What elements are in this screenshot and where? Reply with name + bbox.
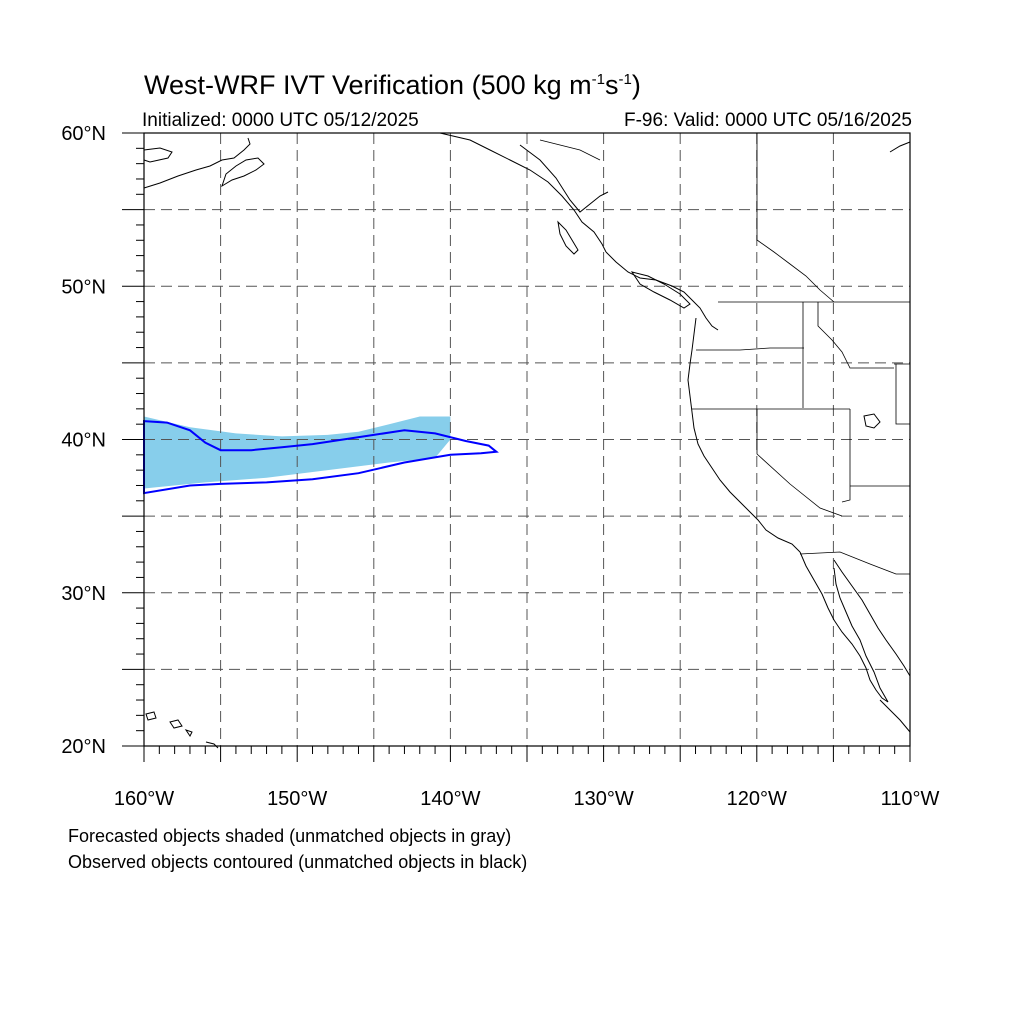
- coastline-bc: [605, 251, 719, 331]
- title-mid: s: [604, 70, 619, 100]
- initialized-label: Initialized: 0000 UTC 05/12/2025: [142, 110, 419, 131]
- political-borders: [539, 133, 911, 575]
- title-exponent-2: -1: [618, 71, 632, 88]
- coastline-hawaii: [145, 711, 219, 749]
- border-washington-oregon: [696, 347, 804, 351]
- observed-legend-note: Observed objects contoured (unmatched ob…: [68, 852, 528, 872]
- valid-time-label: F-96: Valid: 0000 UTC 05/16/2025: [624, 110, 912, 131]
- observed-object-layer: [143, 420, 499, 495]
- title-text: West-WRF IVT Verification (500 kg m: [144, 70, 592, 100]
- lon-label: 130°W: [573, 788, 633, 810]
- coastline-mexico-mainland: [833, 559, 911, 677]
- coastline-mexico-south: [879, 699, 911, 733]
- border-california-nevada: [756, 409, 843, 517]
- coastline-alaska-peninsula: [143, 137, 251, 189]
- border-alaska-canada: [539, 139, 601, 161]
- lon-label: 120°W: [727, 788, 787, 810]
- coastline-northeast-corner: [889, 141, 911, 153]
- lon-label: 160°W: [114, 788, 174, 810]
- coastline-se-alaska: [519, 144, 609, 213]
- border-nevada-utah: [841, 409, 851, 503]
- border-idaho-montana: [817, 302, 894, 369]
- coastline-great-salt-lake: [863, 413, 881, 429]
- coastline-kenai: [221, 157, 265, 188]
- coastline-haida-gwaii: [557, 220, 579, 255]
- lat-label: 30°N: [61, 583, 106, 605]
- coastline-baja-california: [799, 551, 889, 703]
- title-exponent-1: -1: [591, 71, 605, 88]
- border-us-mexico: [799, 551, 910, 575]
- coastline-west-us: [687, 317, 801, 553]
- coastline-vancouver-island: [630, 271, 691, 309]
- title-end: ): [631, 70, 641, 100]
- coastline-gulf-alaska: [439, 132, 607, 253]
- axes: 20°N 30°N 40°N 50°N 60°N 160°W 150°W 140°W 130°W…: [61, 123, 939, 810]
- lon-label: 110°W: [881, 788, 940, 810]
- lon-label: 150°W: [267, 788, 327, 810]
- lon-label: 140°W: [420, 788, 480, 810]
- lat-label: 20°N: [61, 736, 106, 758]
- lat-label: 60°N: [61, 123, 106, 145]
- lat-label: 50°N: [61, 276, 106, 298]
- border-utah-wyoming: [894, 363, 911, 425]
- forecast-legend-note: Forecasted objects shaded (unmatched obj…: [68, 826, 512, 846]
- border-bc-alberta: [756, 133, 835, 303]
- coastline-alaska: [143, 147, 173, 163]
- observed-ivt-contour: [143, 420, 499, 495]
- gridlines: [144, 133, 910, 746]
- lat-label: 40°N: [61, 430, 106, 452]
- map-title: West-WRF IVT Verification (500 kg m-1s-1…: [144, 70, 641, 101]
- coastlines: [143, 132, 911, 749]
